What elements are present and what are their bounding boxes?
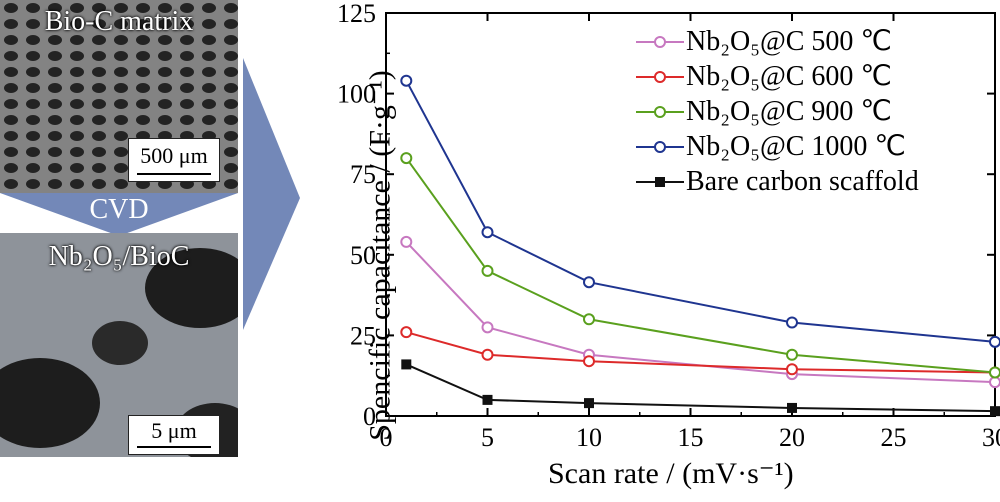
chart-legend: Nb₂O₅@C 500 ℃ Nb₂O₅@C 600 ℃ Nb₂O₅@C 900 … (636, 24, 976, 199)
x-axis-title: Scan rate / (mV·s⁻¹) (548, 457, 794, 490)
data-point (401, 359, 412, 370)
legend-marker (636, 71, 684, 83)
legend-label: Nb₂O₅@C 1000 ℃ (686, 131, 906, 162)
x-tick-label: 30 (982, 423, 1000, 452)
legend-item: Nb₂O₅@C 900 ℃ (636, 94, 976, 129)
data-point (990, 406, 1000, 417)
legend-symbol (654, 141, 666, 153)
top-image-label: Bio-C matrix (44, 6, 194, 37)
y-tick-label: 75 (350, 160, 376, 189)
legend-marker (636, 177, 684, 187)
series-line (405, 241, 996, 384)
data-point (400, 74, 413, 87)
legend-item: Bare carbon scaffold (636, 164, 976, 199)
y-tick-label: 25 (350, 321, 376, 350)
bottom-image-label: Nb₂O₅/BioC (48, 241, 190, 272)
data-point (481, 226, 494, 239)
legend-item: Nb₂O₅@C 1000 ℃ (636, 129, 976, 164)
x-tick-label: 10 (576, 423, 602, 452)
data-point (989, 376, 1000, 389)
data-point (400, 326, 413, 339)
cvd-down-arrow (0, 193, 238, 236)
legend-marker (636, 36, 684, 48)
data-point (481, 348, 494, 361)
legend-item: Nb₂O₅@C 600 ℃ (636, 59, 976, 94)
legend-symbol (654, 106, 666, 118)
bottom-scale-bar (137, 446, 211, 448)
data-point (787, 402, 797, 413)
legend-marker (636, 106, 684, 118)
legend-label: Nb₂O₅@C 900 ℃ (686, 96, 892, 127)
data-point (481, 264, 494, 277)
data-point (481, 321, 494, 334)
legend-label: Bare carbon scaffold (686, 166, 919, 197)
y-tick-label: 0 (363, 402, 376, 431)
bottom-scale-text: 5 μm (151, 418, 197, 443)
top-scale-box: 500 μm (128, 138, 220, 182)
data-point (583, 355, 595, 368)
bio-c-matrix-micrograph: Bio-C matrix 500 μm (0, 0, 238, 193)
legend-label: Nb₂O₅@C 500 ℃ (686, 26, 892, 57)
legend-symbol (655, 177, 665, 187)
data-point (786, 316, 798, 329)
data-point (583, 313, 595, 326)
y-tick-label: 125 (337, 0, 376, 28)
y-axis-title: Spencific capacitance / (F·g⁻¹) (363, 70, 397, 441)
right-arrow (243, 58, 300, 330)
data-point (584, 398, 594, 409)
data-point (786, 348, 798, 361)
data-point (400, 235, 413, 248)
line-chart: 0 5 10 15 20 25 30 0 25 50 75 100 125 (337, 0, 1000, 452)
x-tick-label: 15 (678, 423, 704, 452)
data-point (482, 394, 493, 405)
legend-item: Nb₂O₅@C 500 ℃ (636, 24, 976, 59)
data-point (583, 276, 595, 289)
x-tick-label: 20 (779, 423, 805, 452)
legend-label: Nb₂O₅@C 600 ℃ (686, 61, 892, 92)
legend-symbol (654, 36, 666, 48)
cvd-arrow-label: CVD (89, 194, 149, 225)
x-tick-label: 0 (380, 423, 393, 452)
nb2o5-bioc-micrograph: Nb₂O₅/BioC 5 μm (0, 233, 238, 457)
data-point (400, 152, 413, 165)
legend-symbol (654, 71, 666, 83)
x-tick-label: 25 (881, 423, 907, 452)
top-scale-text: 500 μm (140, 143, 208, 168)
data-point (989, 335, 1000, 348)
top-scale-bar (137, 173, 211, 175)
y-tick-label: 50 (350, 241, 376, 270)
y-tick-label: 100 (337, 80, 376, 109)
bottom-scale-box: 5 μm (128, 415, 220, 455)
data-point (786, 363, 798, 376)
x-tick-label: 5 (481, 423, 494, 452)
legend-marker (636, 141, 684, 153)
data-point (989, 366, 1000, 379)
